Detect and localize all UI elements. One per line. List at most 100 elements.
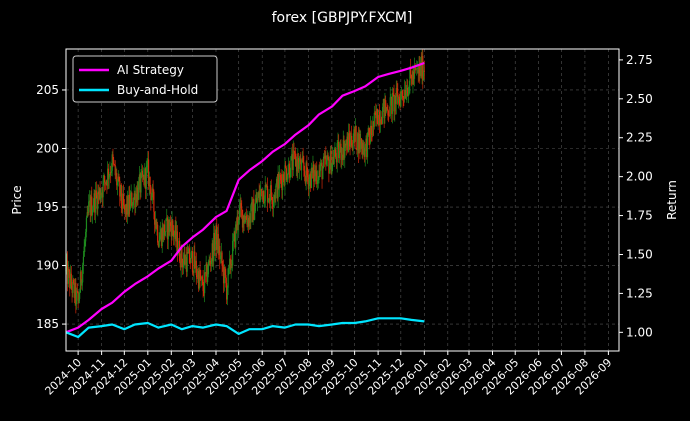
price-bar [128,194,130,215]
hold-line [65,317,425,339]
price-bar [323,156,325,159]
price-bar [154,211,156,225]
price-bar [395,88,397,105]
price-bar [274,195,276,199]
price-bar [379,119,381,125]
price-bar [202,279,204,292]
price-bar [174,225,176,236]
y-axis-label: Price [10,185,24,214]
price-bar [265,185,267,187]
price-bar [220,252,222,256]
price-bar [159,235,161,242]
price-bar [201,276,203,280]
price-bar [416,68,418,70]
price-bar [398,96,400,99]
price-bar [304,170,306,176]
price-bar [190,252,192,264]
price-bar [93,193,95,208]
price-bar [382,98,385,108]
price-bar [324,155,326,159]
price-bar [79,271,81,293]
y-tick-label: 195 [36,200,59,214]
price-bar [275,178,278,186]
price-bar [144,168,147,189]
price-bar [369,125,372,143]
price-bar [267,198,269,203]
price-bar [303,162,305,171]
price-bar [232,239,235,241]
price-bar [311,167,313,173]
price-bar [213,232,215,262]
price-bar [290,156,292,177]
price-bar [318,170,320,180]
price-bar [116,182,119,186]
price-bar [331,163,333,174]
price-bar [419,64,421,76]
price-bar [280,176,282,181]
price-bar [76,290,78,293]
price-bar [100,195,102,200]
price-bar [400,91,403,94]
price-bar [107,168,110,180]
price-bar [168,220,170,232]
price-bar [67,268,69,284]
price-bar [86,212,88,218]
price-bar [157,242,160,247]
price-bar [394,95,397,105]
price-bar [338,150,341,159]
price-bar [357,133,360,154]
y2-tick-label: 1.75 [626,209,653,223]
price-bar [391,92,394,114]
price-bar [223,266,225,284]
price-bar [241,209,244,228]
price-bar [335,149,337,157]
price-bar [283,180,285,186]
price-bar [131,193,133,208]
price-bar [338,142,340,159]
price-bar [272,200,275,208]
price-bar [99,188,101,200]
price-bar [89,200,91,215]
price-bar [419,61,422,76]
price-bar [276,178,278,199]
price-bar [289,176,291,178]
price-bar [130,193,132,198]
price-bar [422,70,425,81]
price-bar [256,198,258,203]
price-bar [392,92,394,95]
price-bar [189,262,191,264]
price-bar [133,193,135,198]
price-bar [340,143,342,160]
price-bar [301,157,303,162]
price-bar [185,257,187,265]
price-bar [212,243,214,262]
price-bar [360,138,362,150]
price-bar [121,203,123,209]
price-bar [210,262,212,265]
price-bar [169,222,171,232]
price-bar [291,154,294,170]
price-bar [75,282,77,305]
price-bar [91,210,94,216]
price-bar [423,70,425,72]
price-bar [186,251,188,272]
price-bar [68,268,70,272]
price-bar [136,187,138,203]
price-bar [360,138,363,149]
price-bar [104,182,106,184]
price-bar [66,260,69,284]
price-bar [378,111,380,126]
price-bar [118,176,120,181]
price-bar [327,155,329,160]
price-bar [74,282,76,298]
price-bar [241,208,243,210]
price-bar [309,173,311,179]
price-bar [94,190,97,213]
price-bar [222,266,225,284]
price-bar [181,246,183,263]
price-bar [76,290,78,305]
price-bar [214,239,216,251]
price-bar [333,156,335,165]
price-bar [222,265,224,267]
price-bar [233,231,235,240]
